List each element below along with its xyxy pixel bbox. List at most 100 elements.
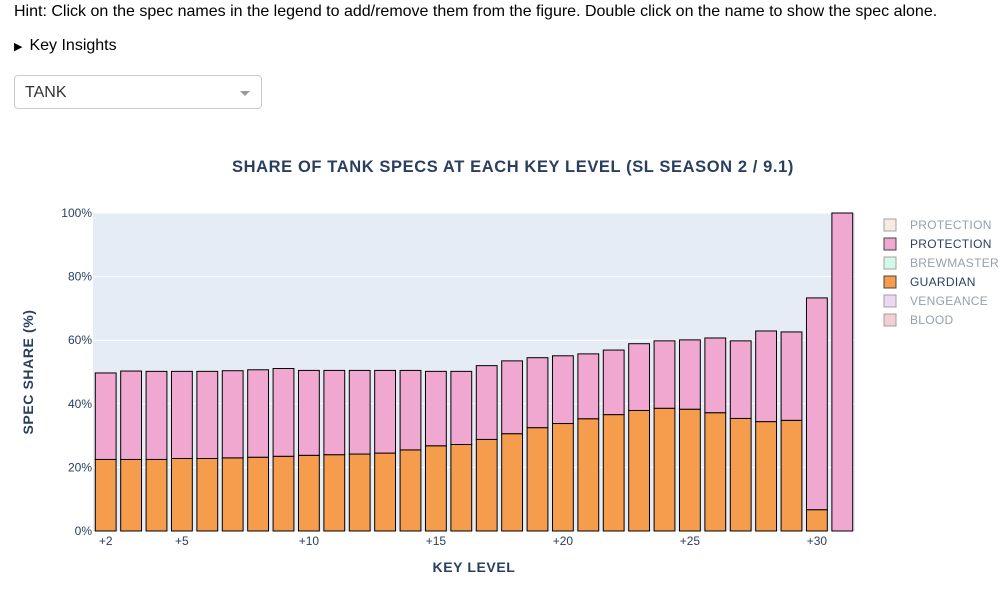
legend-item-guardian[interactable]: GUARDIAN — [883, 275, 976, 289]
chevron-down-icon — [240, 91, 250, 96]
legend-item-protection[interactable]: PROTECTION — [883, 237, 992, 251]
y-tick-label: 20% — [68, 460, 92, 474]
legend: PROTECTION PROTECTION BREWMASTER GUARDIAN VE… — [883, 218, 999, 327]
bar-protection — [780, 331, 803, 421]
legend-swatch — [883, 294, 897, 308]
x-tick-label: +25 — [680, 534, 701, 548]
bar-guardian — [196, 457, 219, 532]
bar-guardian — [475, 438, 498, 532]
legend-label: GUARDIAN — [910, 275, 976, 289]
bar-guardian — [551, 423, 574, 532]
legend-item-brewmaster[interactable]: BREWMASTER — [883, 256, 999, 270]
bar-guardian — [424, 445, 447, 532]
y-tick-label: 100% — [61, 206, 92, 220]
bar-protection — [94, 372, 117, 460]
x-tick-label: +10 — [299, 534, 320, 548]
x-tick-label: +5 — [175, 534, 189, 548]
x-tick-label: +20 — [553, 534, 574, 548]
bar-guardian — [94, 458, 117, 532]
x-axis-label: KEY LEVEL — [433, 559, 516, 575]
bar-guardian — [628, 409, 651, 532]
bar-guardian — [399, 449, 422, 532]
legend-label: PROTECTION — [910, 237, 992, 251]
bar-protection — [628, 343, 651, 411]
bar-protection — [577, 353, 600, 420]
legend-swatch — [883, 256, 897, 270]
bar-protection — [704, 337, 727, 414]
role-dropdown-value: TANK — [25, 84, 67, 101]
bar-protection — [678, 339, 701, 410]
bar-protection — [145, 370, 168, 460]
legend-swatch — [883, 237, 897, 251]
bar-protection — [196, 370, 219, 459]
bar-protection — [755, 330, 778, 423]
bar-protection — [399, 369, 422, 451]
bar-protection — [170, 370, 193, 459]
y-axis-label: SPEC SHARE (%) — [20, 309, 36, 434]
bar-protection — [348, 369, 371, 455]
bar-guardian — [221, 457, 244, 532]
bar-guardian — [170, 457, 193, 532]
bar-guardian — [653, 407, 676, 532]
legend-item-protection[interactable]: PROTECTION — [883, 218, 992, 232]
y-tick-label: 60% — [68, 333, 92, 347]
bar-guardian — [247, 456, 270, 532]
bar-protection — [526, 357, 549, 429]
bar-guardian — [374, 452, 397, 532]
bar-protection — [221, 370, 244, 459]
bar-guardian — [501, 433, 524, 532]
legend-label: BREWMASTER — [910, 256, 999, 270]
bar-protection — [805, 297, 828, 511]
bar-protection — [475, 365, 498, 440]
bar-protection — [272, 368, 295, 457]
bar-protection — [297, 369, 320, 456]
plot-background — [93, 213, 855, 531]
legend-swatch — [883, 313, 897, 327]
key-insights-toggle[interactable]: ▶ Key Insights — [14, 37, 117, 55]
bar-protection — [831, 212, 854, 532]
y-tick-label: 80% — [68, 270, 92, 284]
x-tick-label: +30 — [807, 534, 828, 548]
bar-guardian — [805, 509, 828, 532]
legend-item-vengeance[interactable]: VENGEANCE — [883, 294, 988, 308]
bar-guardian — [526, 427, 549, 532]
y-axis-ticks: 0% 20% 40% 60% 80% 100% — [61, 206, 92, 538]
bar-protection — [247, 369, 270, 458]
bar-protection — [120, 370, 143, 460]
y-tick-label: 40% — [68, 397, 92, 411]
bar-guardian — [297, 454, 320, 532]
bar-guardian — [145, 458, 168, 532]
bar-guardian — [577, 418, 600, 532]
bar-protection — [374, 369, 397, 454]
gridlines — [93, 212, 855, 468]
bar-guardian — [323, 454, 346, 532]
bar-guardian — [602, 414, 625, 532]
bar-protection — [323, 369, 346, 456]
bar-guardian — [729, 417, 752, 532]
x-tick-label: +2 — [99, 534, 113, 548]
role-dropdown[interactable]: TANK — [14, 75, 262, 109]
bar-guardian — [450, 444, 473, 532]
stacked-bar-chart: SHARE OF TANK SPECS AT EACH KEY LEVEL (S… — [20, 158, 999, 575]
bar-guardian — [348, 453, 371, 532]
bar-protection — [602, 349, 625, 416]
x-axis-ticks: +2 +5 +10 +15 +20 +25 +30 — [99, 534, 828, 548]
disclosure-triangle-icon: ▶ — [14, 40, 23, 53]
bars — [94, 212, 854, 532]
bar-guardian — [272, 455, 295, 532]
key-insights-label: Key Insights — [29, 37, 117, 54]
bar-guardian — [678, 408, 701, 532]
hint-text: Hint: Click on the spec names in the leg… — [14, 3, 938, 20]
x-tick-label: +15 — [426, 534, 447, 548]
y-tick-label: 0% — [75, 524, 93, 538]
bar-protection — [551, 355, 574, 425]
legend-swatch — [883, 218, 897, 232]
bar-protection — [450, 370, 473, 446]
bar-protection — [653, 340, 676, 409]
legend-label: BLOOD — [910, 313, 954, 327]
legend-item-blood[interactable]: BLOOD — [883, 313, 954, 327]
bar-guardian — [780, 419, 803, 532]
bar-guardian — [704, 412, 727, 532]
bar-protection — [424, 370, 447, 447]
legend-label: VENGEANCE — [910, 294, 988, 308]
